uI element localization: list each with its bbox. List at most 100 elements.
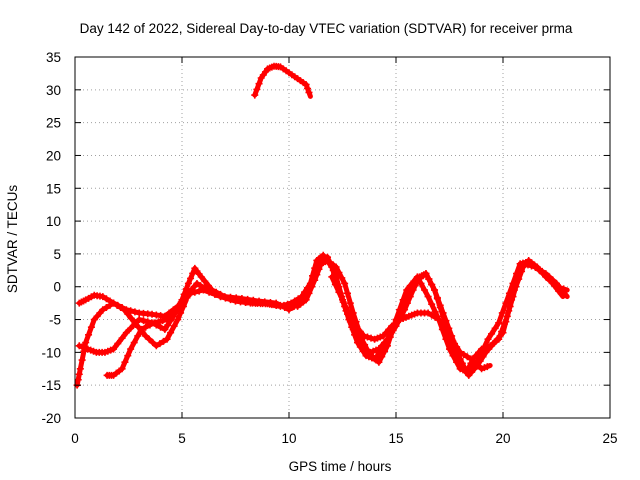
data-point: [524, 261, 532, 269]
data-point: [453, 343, 461, 351]
data-point: [99, 293, 107, 301]
data-point: [217, 293, 225, 301]
data-point: [117, 304, 125, 312]
data-point: [74, 376, 82, 384]
data-point: [131, 308, 139, 316]
data-point: [199, 286, 207, 294]
data-point: [75, 370, 83, 378]
data-point: [483, 363, 491, 371]
plot-frame: [74, 56, 611, 419]
data-point: [363, 333, 371, 341]
data-point: [401, 306, 409, 314]
x-tick-label: 10: [281, 431, 296, 446]
data-point: [167, 311, 175, 319]
data-point: [465, 364, 473, 372]
data-point: [227, 296, 235, 304]
data-point: [470, 358, 478, 366]
data-point: [367, 334, 375, 342]
data-point: [433, 294, 441, 302]
data-point: [343, 289, 351, 297]
data-point: [182, 285, 190, 293]
data-point: [302, 296, 310, 304]
y-tick-label: -10: [41, 345, 61, 360]
data-point: [150, 319, 158, 327]
data-point: [122, 329, 130, 337]
data-point: [409, 286, 417, 294]
data-point: [135, 316, 143, 324]
data-point: [302, 81, 310, 89]
data-point: [304, 85, 312, 93]
data-point: [127, 345, 135, 353]
data-point: [509, 293, 517, 301]
data-point: [549, 276, 557, 284]
data-point: [383, 335, 391, 343]
data-point: [187, 274, 195, 282]
data-point: [324, 253, 332, 261]
data-point: [170, 322, 178, 330]
data-point: [476, 357, 484, 365]
data-point: [556, 284, 564, 292]
data-point: [191, 288, 199, 296]
data-point: [353, 323, 361, 331]
data-point: [438, 321, 446, 329]
data-point: [498, 328, 506, 336]
data-point: [172, 307, 180, 315]
series-line: [316, 254, 570, 375]
data-point: [118, 365, 126, 373]
data-point: [87, 323, 95, 331]
data-point: [518, 267, 526, 275]
y-tick-label: 15: [46, 181, 61, 196]
data-point: [167, 329, 175, 337]
data-point: [349, 319, 357, 327]
data-point: [431, 313, 439, 321]
data-point: [458, 359, 466, 367]
data-point: [474, 361, 482, 369]
data-point: [114, 340, 122, 348]
data-point: [201, 277, 209, 285]
data-point: [439, 309, 447, 317]
data-point: [142, 332, 150, 340]
data-point: [495, 319, 503, 327]
data-point: [421, 286, 429, 294]
x-tick-label: 25: [602, 431, 617, 446]
data-point: [442, 326, 450, 334]
data-point: [110, 299, 118, 307]
data-point: [130, 339, 138, 347]
data-point: [184, 279, 192, 287]
data-point: [449, 337, 457, 345]
data-point: [479, 353, 487, 361]
data-point: [102, 295, 110, 303]
y-tick-label: 10: [46, 214, 61, 229]
data-point: [154, 318, 162, 326]
series-track-h: [328, 273, 493, 373]
data-point: [78, 356, 86, 364]
data-point: [174, 316, 182, 324]
series-track-i: [251, 62, 313, 99]
data-point: [352, 331, 360, 339]
data-point: [159, 317, 167, 325]
data-point: [512, 283, 520, 291]
data-point: [85, 331, 93, 339]
data-point: [331, 281, 339, 289]
data-point: [124, 310, 132, 318]
data-point: [329, 266, 337, 274]
data-point: [460, 351, 468, 359]
data-point: [422, 270, 430, 278]
data-point: [80, 347, 88, 355]
data-point: [346, 311, 354, 319]
y-tick-label: 20: [46, 148, 61, 163]
data-point: [503, 312, 511, 320]
data-point: [491, 324, 499, 332]
data-point: [204, 282, 212, 290]
data-point: [500, 320, 508, 328]
data-point: [463, 368, 471, 376]
x-tick-label: 15: [388, 431, 403, 446]
x-axis-label: GPS time / hours: [289, 459, 392, 474]
data-point: [542, 270, 550, 278]
data-point: [149, 339, 157, 347]
data-point: [121, 358, 129, 366]
data-point: [274, 301, 282, 309]
data-point: [339, 296, 346, 304]
data-point: [360, 332, 368, 340]
data-point: [463, 353, 471, 361]
